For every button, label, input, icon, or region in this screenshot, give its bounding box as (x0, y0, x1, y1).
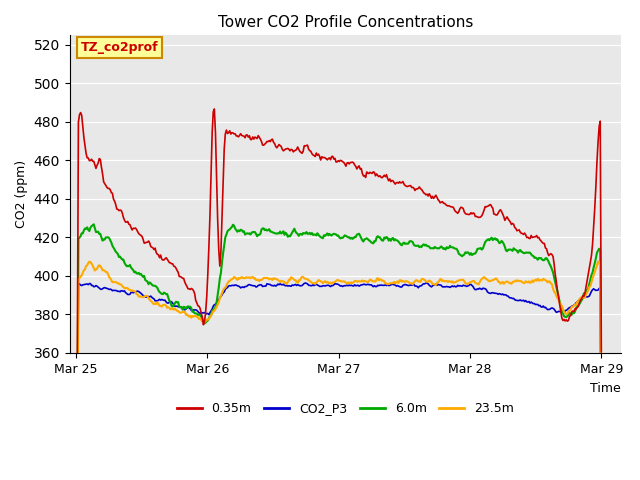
23.5m (392, 281, 399, 287)
CO2_P3 (460, 282, 467, 288)
Title: Tower CO2 Profile Concentrations: Tower CO2 Profile Concentrations (218, 15, 473, 30)
23.5m (458, 277, 466, 283)
23.5m (294, 280, 301, 286)
0.35m (237, 131, 244, 137)
Line: 6.0m: 6.0m (76, 224, 602, 480)
6.0m (392, 238, 400, 243)
Legend: 0.35m, CO2_P3, 6.0m, 23.5m: 0.35m, CO2_P3, 6.0m, 23.5m (172, 397, 519, 420)
Line: 23.5m: 23.5m (76, 262, 602, 480)
23.5m (236, 276, 243, 282)
0.35m (598, 349, 605, 355)
6.0m (90, 221, 97, 227)
CO2_P3 (294, 282, 301, 288)
6.0m (367, 240, 375, 245)
0.35m (392, 180, 400, 186)
6.0m (460, 252, 467, 258)
6.0m (598, 447, 605, 453)
Line: CO2_P3: CO2_P3 (76, 283, 602, 480)
CO2_P3 (236, 284, 243, 289)
6.0m (295, 233, 303, 239)
0.35m (460, 205, 467, 211)
23.5m (594, 259, 602, 264)
Text: TZ_co2prof: TZ_co2prof (81, 41, 158, 54)
CO2_P3 (422, 280, 430, 286)
CO2_P3 (366, 282, 374, 288)
23.5m (598, 460, 605, 466)
0.35m (295, 146, 303, 152)
6.0m (237, 227, 244, 233)
23.5m (366, 276, 374, 282)
23.5m (549, 286, 557, 292)
0.35m (211, 106, 218, 112)
0.35m (367, 170, 375, 176)
Y-axis label: CO2 (ppm): CO2 (ppm) (15, 160, 28, 228)
0.35m (550, 262, 558, 267)
Line: 0.35m: 0.35m (76, 109, 602, 480)
6.0m (550, 275, 558, 281)
CO2_P3 (392, 282, 399, 288)
CO2_P3 (550, 306, 558, 312)
Text: Time: Time (590, 382, 621, 395)
CO2_P3 (598, 474, 605, 480)
